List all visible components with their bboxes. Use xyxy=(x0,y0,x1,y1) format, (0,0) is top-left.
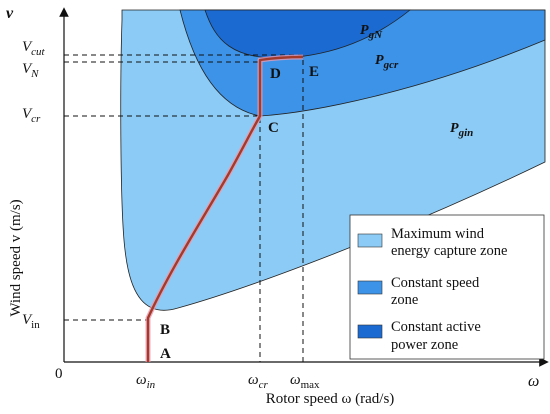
curve-label-pgcr: Pgcr xyxy=(375,53,399,71)
x-axis-symbol: ω xyxy=(528,373,539,390)
legend: Maximum wind energy capture zone Constan… xyxy=(349,214,545,360)
point-a-label: A xyxy=(160,346,171,362)
point-e-label: E xyxy=(309,64,319,80)
legend-swatch-dark xyxy=(357,324,383,339)
point-c-label: C xyxy=(268,120,279,136)
tick-v-cr: Vcr xyxy=(22,106,41,125)
curve-label-pgin: Pgin xyxy=(450,121,473,139)
tick-v-n: VN xyxy=(22,61,39,80)
point-b-label: B xyxy=(160,322,170,338)
curve-label-pgn: PgN xyxy=(360,23,383,41)
x-axis-title: Rotor speed ω (rad/s) xyxy=(266,391,395,407)
tick-w-in: ωin xyxy=(136,372,156,391)
guide-lines xyxy=(64,54,305,362)
y-axis-title: Wind speed v (m/s) xyxy=(8,199,24,316)
legend-item-3-line1: Constant active xyxy=(391,319,481,335)
legend-item-3-line2: power zone xyxy=(391,337,458,353)
y-axis-symbol: v xyxy=(6,5,14,22)
tick-w-max: ωmax xyxy=(290,372,320,391)
legend-item-1-line2: energy capture zone xyxy=(391,243,507,259)
tick-w-cr: ωcr xyxy=(248,372,268,391)
legend-item-2-line1: Constant speed xyxy=(391,275,480,291)
legend-swatch-light xyxy=(357,233,383,248)
operating-trajectory xyxy=(146,55,304,362)
legend-item-1-line1: Maximum wind xyxy=(391,226,485,242)
point-d-label: D xyxy=(270,66,281,82)
tick-v-in: Vin xyxy=(22,312,40,331)
legend-swatch-mid xyxy=(357,280,383,295)
legend-item-2-line2: zone xyxy=(391,292,418,308)
tick-v-cut: Vcut xyxy=(22,39,46,58)
origin-label: 0 xyxy=(55,366,63,382)
